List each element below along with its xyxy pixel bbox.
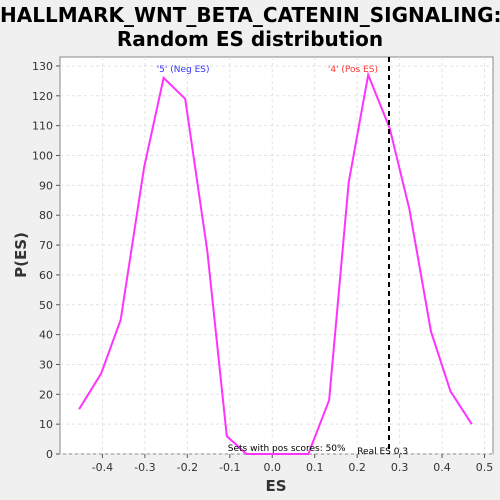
y-tick-label: 130 (32, 60, 53, 73)
y-tick-label: 70 (39, 239, 53, 252)
pos-es-label: '4' (Pos ES) (328, 65, 378, 75)
x-tick-label: 0.2 (348, 461, 366, 474)
x-tick-label: 0.0 (264, 461, 282, 474)
y-axis-label: P(ES) (12, 232, 30, 278)
x-axis-label: ES (265, 477, 286, 495)
chart-subtitle: Random ES distribution (116, 27, 384, 51)
y-tick-label: 40 (39, 329, 53, 342)
x-axis: -0.4 -0.3 -0.2 -0.1 0.0 0.1 0.2 0.3 0.4 0.5 (92, 454, 494, 474)
y-axis: 0 10 20 30 40 50 60 70 80 90 100 110 120 130 (32, 60, 60, 461)
y-tick-label: 0 (46, 448, 53, 461)
real-es-label: Real ES 0.3 (357, 447, 408, 457)
y-tick-label: 80 (39, 209, 53, 222)
y-tick-label: 10 (39, 418, 53, 431)
y-tick-label: 60 (39, 269, 53, 282)
y-tick-label: 100 (32, 150, 53, 163)
y-tick-label: 30 (39, 358, 53, 371)
x-tick-label: 0.5 (476, 461, 494, 474)
x-tick-label: -0.3 (134, 461, 155, 474)
plot-area (59, 56, 494, 455)
x-tick-label: -0.2 (177, 461, 198, 474)
x-tick-label: 0.4 (433, 461, 451, 474)
pos-sets-label: Sets with pos scores: 50% (228, 444, 346, 454)
x-tick-label: 0.1 (306, 461, 324, 474)
y-tick-label: 50 (39, 299, 53, 312)
x-tick-label: 0.3 (391, 461, 409, 474)
y-tick-label: 90 (39, 179, 53, 192)
neg-es-label: '5' (Neg ES) (157, 65, 210, 75)
es-distribution-line (78, 71, 473, 455)
y-tick-label: 20 (39, 388, 53, 401)
y-tick-label: 120 (32, 90, 53, 103)
y-tick-label: 110 (32, 120, 53, 133)
x-tick-label: -0.1 (219, 461, 240, 474)
x-tick-label: -0.4 (92, 461, 113, 474)
chart-title: HALLMARK_WNT_BETA_CATENIN_SIGNALING: (0, 3, 500, 27)
